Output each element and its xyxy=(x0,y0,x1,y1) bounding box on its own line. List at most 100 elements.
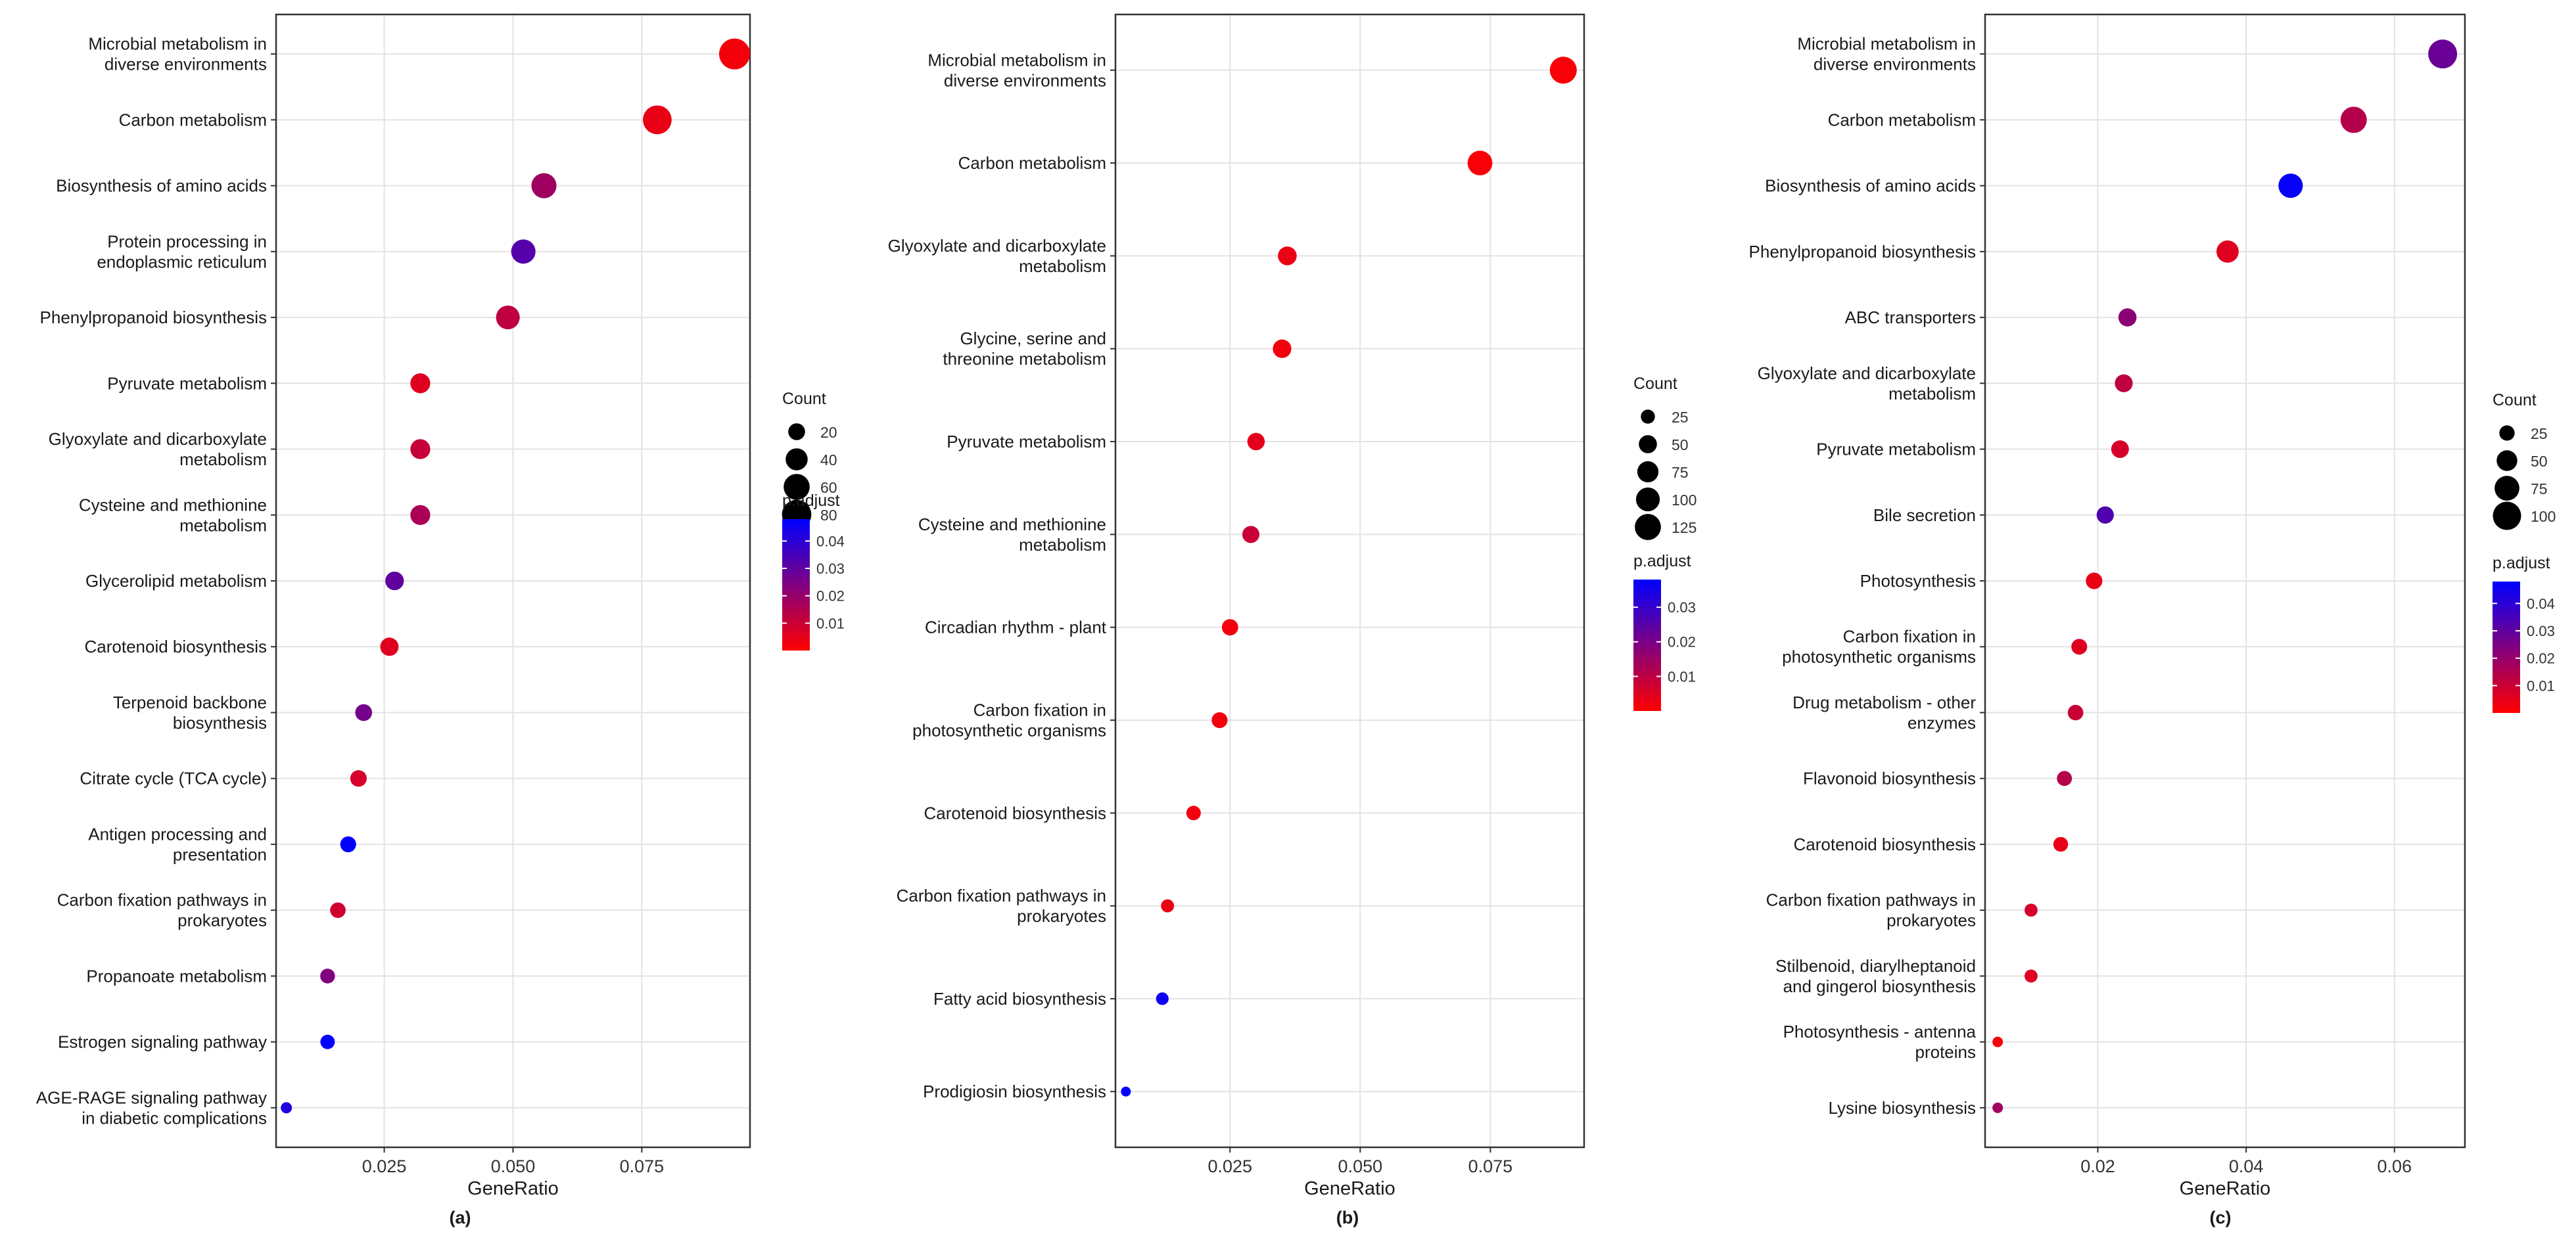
chart-panel-2: Microbial metabolism in diverse environme… xyxy=(888,13,1697,1227)
color-legend-label: 0.03 xyxy=(1668,599,1696,616)
data-point xyxy=(2216,240,2239,263)
data-point xyxy=(410,505,431,525)
category-label: Microbial metabolism in diverse environme… xyxy=(88,34,267,74)
color-legend-label: 0.04 xyxy=(2527,595,2555,612)
panels-layer: Microbial metabolism in diverse environme… xyxy=(36,13,2556,1227)
data-point xyxy=(1278,246,1297,265)
category-label: Pyruvate metabolism xyxy=(107,373,267,393)
category-label: Carbon metabolism xyxy=(1828,110,1976,129)
category-label: Glyoxylate and dicarboxylate metabolism xyxy=(1758,363,1976,403)
color-legend-label: 0.01 xyxy=(816,615,845,631)
data-point xyxy=(2053,836,2069,852)
category-label: Carbon metabolism xyxy=(958,153,1106,173)
x-tick-label: 0.025 xyxy=(362,1156,407,1176)
category-label: Photosynthesis - antenna proteins xyxy=(1783,1022,1977,1062)
data-point xyxy=(496,306,520,330)
data-point xyxy=(1221,619,1238,636)
data-point xyxy=(643,105,672,135)
data-point xyxy=(1273,339,1292,358)
x-tick-label: 0.075 xyxy=(620,1156,665,1176)
size-legend-key xyxy=(788,423,805,440)
category-label: Cysteine and methionine metabolism xyxy=(79,495,267,535)
x-tick-label: 0.06 xyxy=(2377,1156,2412,1176)
size-legend-label: 100 xyxy=(1672,492,1697,509)
data-point xyxy=(1121,1086,1131,1097)
size-legend-label: 60 xyxy=(820,479,837,496)
data-point xyxy=(355,704,373,721)
data-point xyxy=(718,38,750,70)
category-label: Lysine biosynthesis xyxy=(1829,1098,1977,1118)
x-axis-title: GeneRatio xyxy=(2180,1178,2271,1199)
data-point xyxy=(1186,806,1201,821)
data-point xyxy=(2115,374,2133,392)
category-label: Glyoxylate and dicarboxylate metabolism xyxy=(49,429,267,469)
size-legend-label: 75 xyxy=(1672,464,1689,481)
category-label: Estrogen signaling pathway xyxy=(58,1032,267,1052)
category-label: Protein processing in endoplasmic reticul… xyxy=(97,231,267,271)
category-label: Carbon fixation pathways in prokaryotes xyxy=(1766,890,1976,930)
data-point xyxy=(1156,992,1169,1005)
color-legend-label: 0.01 xyxy=(1668,668,1696,685)
data-point xyxy=(350,770,367,787)
x-tick-label: 0.04 xyxy=(2229,1156,2264,1176)
size-legend-label: 25 xyxy=(2531,425,2548,442)
category-label: Bile secretion xyxy=(1873,505,1976,525)
color-legend-title: p.adjust xyxy=(2493,554,2550,572)
category-label: Cysteine and methionine metabolism xyxy=(918,515,1106,555)
data-point xyxy=(340,836,356,852)
data-point xyxy=(2118,308,2137,327)
data-point xyxy=(1992,1102,2003,1113)
size-legend-key xyxy=(2496,450,2517,471)
category-label: Stilbenoid, diarylheptanoid and gingerol … xyxy=(1775,956,1976,996)
category-label: Circadian rhythm - plant xyxy=(925,618,1107,637)
category-label: Carbon metabolism xyxy=(119,110,267,129)
size-legend-label: 25 xyxy=(1672,409,1689,426)
data-point xyxy=(2278,173,2303,198)
category-label: AGE-RAGE signaling pathway in diabetic co… xyxy=(36,1087,267,1128)
data-point xyxy=(330,902,346,918)
category-label: Phenylpropanoid biosynthesis xyxy=(1749,242,1976,262)
color-legend-label: 0.03 xyxy=(2527,623,2555,639)
category-label: Microbial metabolism in diverse environme… xyxy=(1797,34,1976,74)
category-label: Flavonoid biosynthesis xyxy=(1803,769,1976,789)
color-legend-label: 0.02 xyxy=(1668,634,1696,651)
size-legend-label: 125 xyxy=(1672,519,1697,536)
size-legend-key xyxy=(2493,501,2521,530)
size-legend-key xyxy=(784,474,810,500)
size-legend-key xyxy=(2499,425,2515,441)
category-label: Carbon fixation in photosynthetic organis… xyxy=(1782,627,1976,667)
chart-panel-3: Microbial metabolism in diverse environme… xyxy=(1749,13,2556,1227)
category-label: Carotenoid biosynthesis xyxy=(1794,835,1977,854)
category-label: Prodigiosin biosynthesis xyxy=(923,1082,1106,1101)
category-label: Fatty acid biosynthesis xyxy=(933,989,1106,1009)
data-point xyxy=(2067,704,2084,721)
category-label: ABC transporters xyxy=(1845,308,1976,327)
data-point xyxy=(2071,639,2088,655)
data-point xyxy=(531,173,557,198)
category-label: Glycerolipid metabolism xyxy=(85,571,267,591)
category-label: Terpenoid backbone biosynthesis xyxy=(113,693,267,733)
size-legend-label: 50 xyxy=(2531,453,2548,470)
data-point xyxy=(1992,1036,2003,1047)
size-legend-label: 20 xyxy=(820,424,837,441)
data-point xyxy=(2086,572,2103,589)
panel-label: (a) xyxy=(450,1208,471,1227)
category-label: Antigen processing and presentation xyxy=(88,824,267,864)
x-tick-label: 0.050 xyxy=(491,1156,536,1176)
size-legend-title: Count xyxy=(782,390,826,408)
data-point xyxy=(2025,904,2038,917)
category-label: Microbial metabolism in diverse environme… xyxy=(927,50,1106,90)
color-legend-bar xyxy=(782,519,810,651)
data-point xyxy=(2025,969,2038,983)
data-point xyxy=(2428,39,2458,69)
size-legend-label: 80 xyxy=(820,507,837,524)
size-legend-key xyxy=(1637,461,1659,483)
size-legend-key xyxy=(2494,476,2519,501)
data-point xyxy=(1467,150,1493,175)
panel-label: (b) xyxy=(1336,1208,1359,1227)
color-legend-bar xyxy=(1633,580,1661,711)
x-tick-label: 0.02 xyxy=(2080,1156,2115,1176)
data-point xyxy=(1242,526,1259,543)
category-label: Pyruvate metabolism xyxy=(947,432,1106,451)
